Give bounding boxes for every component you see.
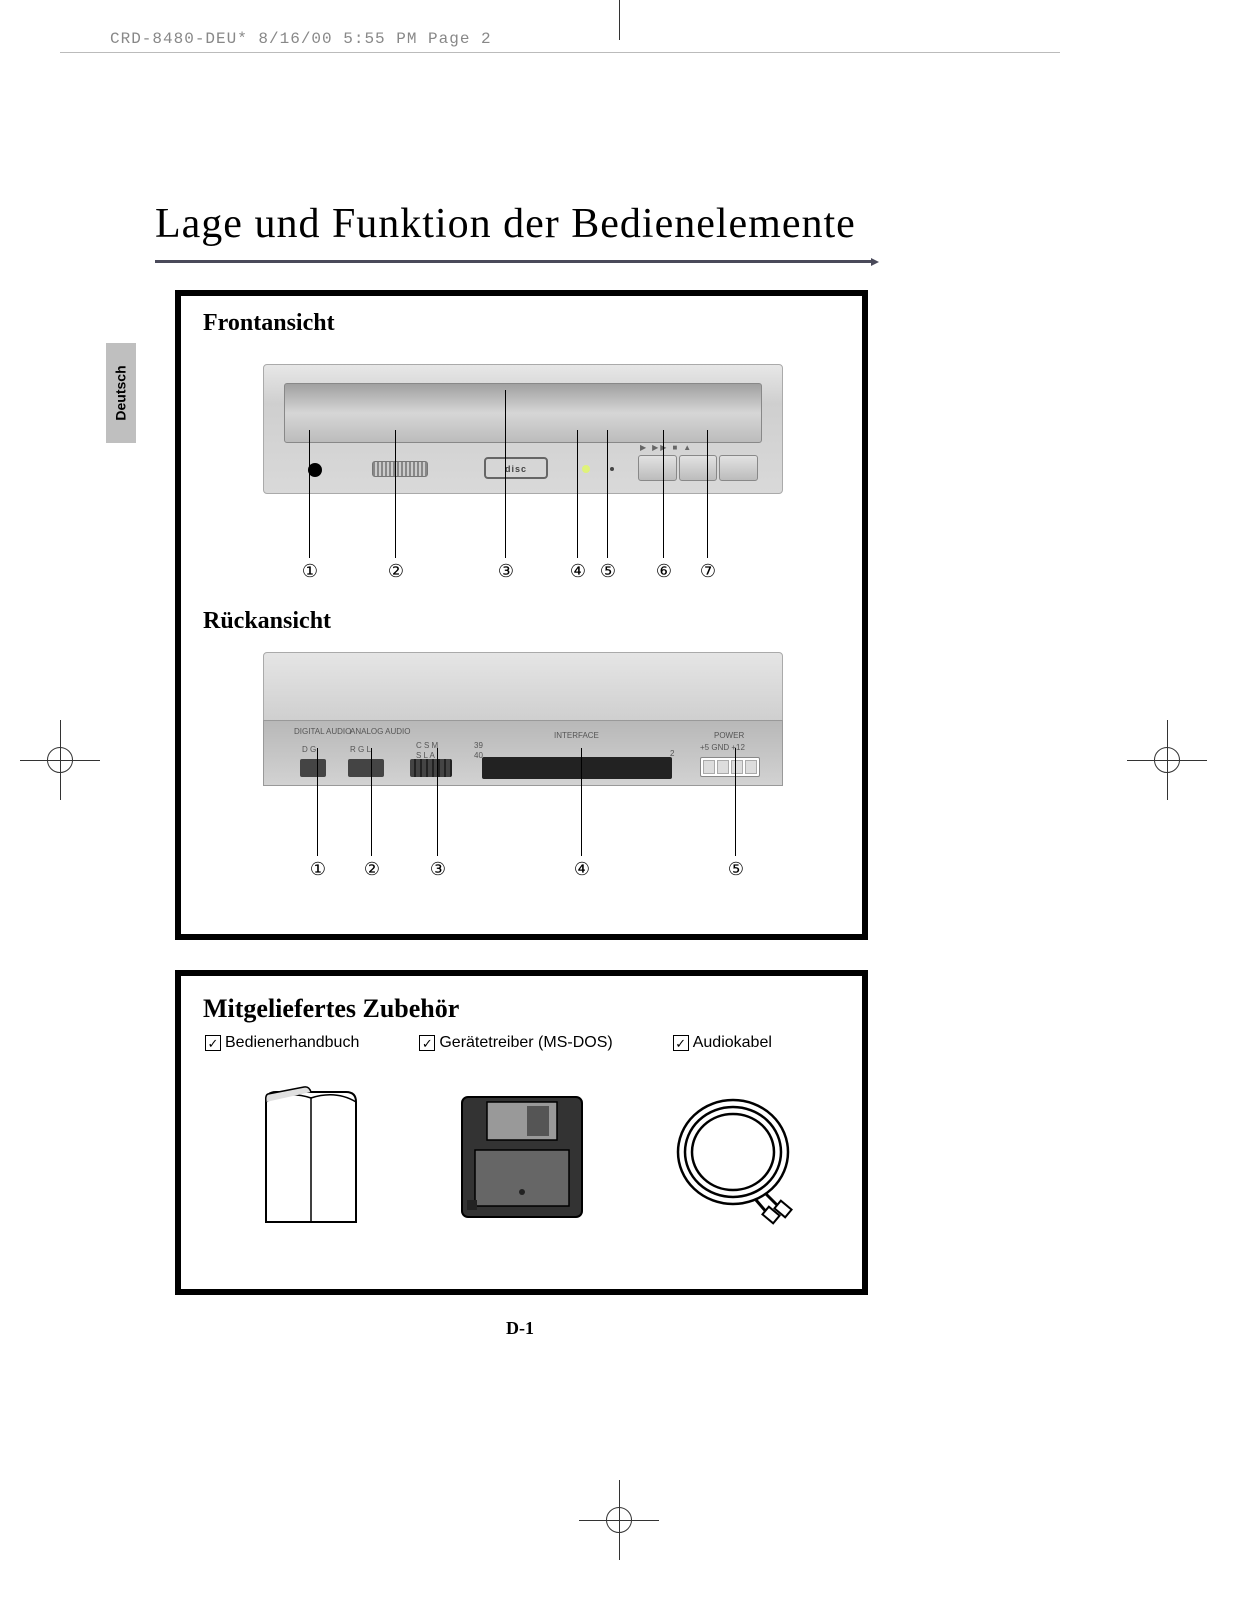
drive-tray (284, 383, 762, 443)
check-icon: ✓ (419, 1035, 435, 1051)
callout-number: ⑦ (697, 560, 719, 582)
drive-body-front: disc ▶ ▶▶ ■ ▲ (263, 364, 783, 494)
callout-line (371, 748, 372, 856)
label-digital-audio: DIGITAL AUDIO (294, 727, 351, 736)
pins-csm: C S M (416, 741, 438, 750)
label-power: POWER (714, 731, 744, 740)
callout-line (581, 748, 582, 856)
callout-number: ① (299, 560, 321, 582)
accessory-manual: ✓ Bedienerhandbuch (205, 1034, 359, 1052)
callout-line (663, 430, 664, 558)
diagram-rear-drive: DIGITAL AUDIO ANALOG AUDIO INTERFACE POW… (263, 652, 783, 792)
heading-rear: Rückansicht (181, 594, 353, 641)
callout-number: ① (307, 858, 329, 880)
button-icons: ▶ ▶▶ ■ ▲ (640, 443, 693, 452)
rear-callouts: ① ② ③ ④ ⑤ (265, 786, 785, 882)
pins-39: 39 (474, 741, 483, 750)
callout-line (577, 430, 578, 558)
drive-body-rear-top (263, 652, 783, 722)
connector-power (700, 757, 760, 777)
callout-number: ② (385, 560, 407, 582)
registration-mark-right (1127, 720, 1207, 800)
volume-wheel (372, 461, 428, 477)
connector-ide (482, 757, 672, 779)
callout-line (317, 748, 318, 856)
drive-rear-panel: DIGITAL AUDIO ANALOG AUDIO INTERFACE POW… (263, 720, 783, 786)
connector-digital-audio (300, 759, 326, 777)
print-header: CRD-8480-DEU* 8/16/00 5:55 PM Page 2 (110, 30, 492, 48)
front-controls: disc ▶ ▶▶ ■ ▲ (264, 449, 782, 481)
registration-mark-top (579, 0, 659, 80)
pins-rgl: R G L (350, 745, 371, 754)
label-interface: INTERFACE (554, 731, 599, 740)
callout-line (505, 390, 506, 558)
accessory-cable: ✓ Audiokabel (673, 1034, 772, 1052)
stop-eject-button (719, 455, 758, 481)
accessory-manual-label: Bedienerhandbuch (225, 1034, 359, 1052)
callout-number: ⑥ (653, 560, 675, 582)
callout-line (735, 748, 736, 856)
crop-rule-top (60, 52, 1060, 53)
accessories-list: ✓ Bedienerhandbuch ✓ Gerätetreiber (MS-D… (181, 1028, 862, 1052)
callout-line (607, 430, 608, 558)
check-icon: ✓ (205, 1035, 221, 1051)
headphone-jack (308, 463, 322, 477)
callout-line (395, 430, 396, 558)
label-analog-audio: ANALOG AUDIO (350, 727, 410, 736)
callout-number: ⑤ (597, 560, 619, 582)
title-rule (155, 260, 875, 263)
callout-line (707, 430, 708, 558)
manual-icon (236, 1067, 386, 1247)
pins-dg: D G (302, 745, 316, 754)
heading-accessories: Mitgeliefertes Zubehör (181, 976, 862, 1028)
callout-line (437, 748, 438, 856)
check-icon: ✓ (673, 1035, 689, 1051)
connector-analog-audio (348, 759, 384, 777)
callout-number: ② (361, 858, 383, 880)
callout-number: ③ (495, 560, 517, 582)
panel-accessories: Mitgeliefertes Zubehör ✓ Bedienerhandbuc… (175, 970, 868, 1295)
accessory-driver: ✓ Gerätetreiber (MS-DOS) (419, 1034, 612, 1052)
registration-mark-bottom (579, 1480, 659, 1560)
accessories-images (181, 1052, 862, 1262)
page-number: D-1 (0, 1318, 1040, 1339)
connector-jumpers (410, 759, 452, 777)
language-tab: Deutsch (106, 343, 136, 443)
eject-pinhole (610, 467, 614, 471)
callout-number: ⑤ (725, 858, 747, 880)
accessory-driver-label: Gerätetreiber (MS-DOS) (439, 1034, 612, 1052)
callout-number: ④ (571, 858, 593, 880)
page-title: Lage und Funktion der Bedienelemente (155, 200, 856, 248)
floppy-icon (447, 1067, 597, 1247)
accessory-cable-label: Audiokabel (693, 1034, 772, 1052)
callout-number: ③ (427, 858, 449, 880)
diagram-front-drive: disc ▶ ▶▶ ■ ▲ (263, 364, 783, 504)
callout-line (309, 430, 310, 558)
play-button (638, 455, 677, 481)
pins-pwr: +5 GND +12 (700, 743, 745, 752)
front-callouts: ① ② ③ ④⑤ ⑥⑦ (263, 488, 783, 584)
registration-mark-left (20, 720, 100, 800)
cable-icon (658, 1067, 808, 1247)
front-buttons (638, 455, 758, 481)
activity-led (582, 465, 590, 473)
language-tab-label: Deutsch (113, 365, 129, 420)
panel-views: Frontansicht disc ▶ ▶▶ ■ ▲ ①②③④⑤⑥⑦ Rücka… (175, 290, 868, 940)
disc-logo: disc (484, 457, 548, 479)
callout-number: ④ (567, 560, 589, 582)
heading-front: Frontansicht (181, 296, 862, 343)
skip-button (679, 455, 718, 481)
